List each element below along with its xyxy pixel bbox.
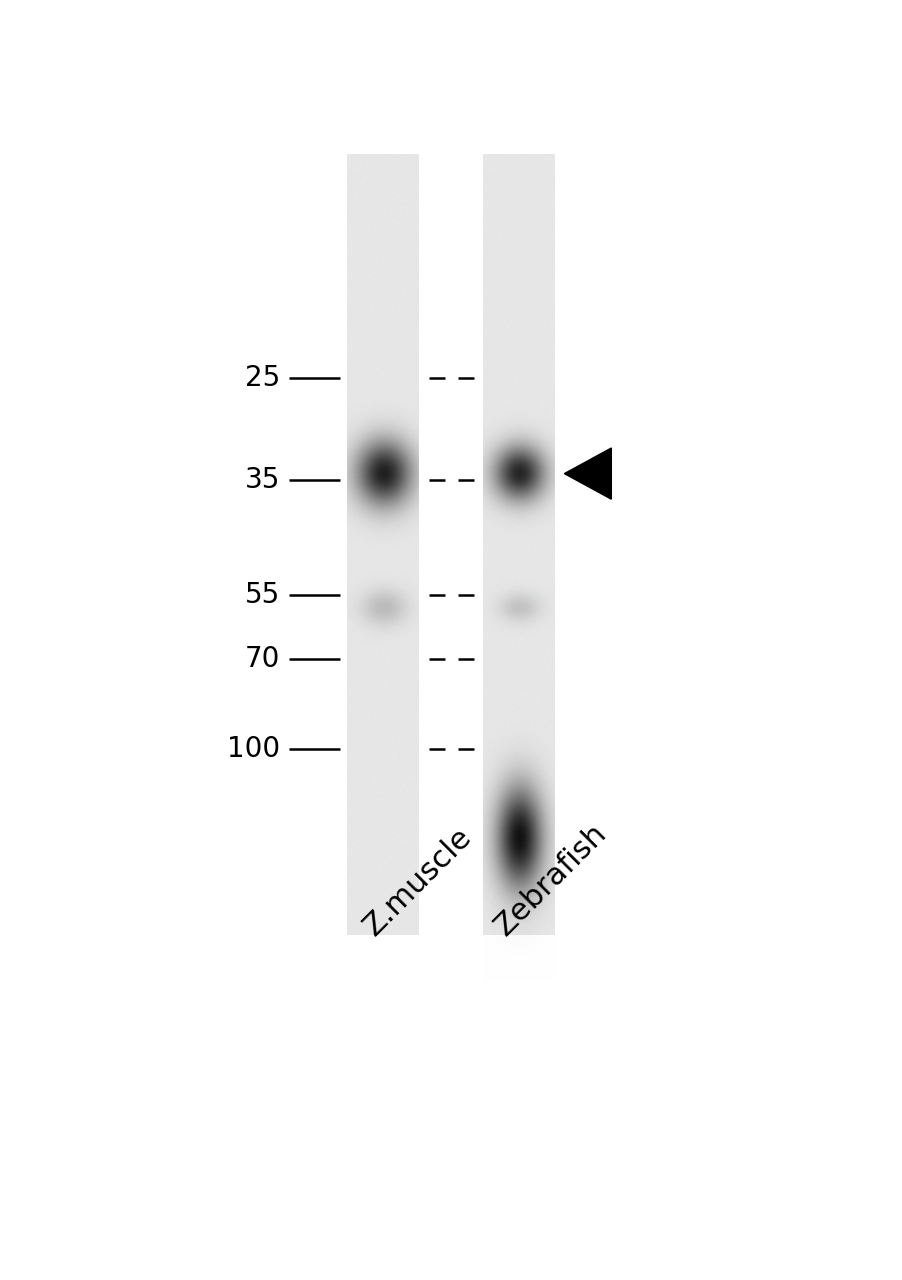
Text: 35: 35 — [244, 466, 280, 494]
Text: 55: 55 — [244, 581, 280, 609]
Text: 70: 70 — [244, 645, 280, 673]
Polygon shape — [564, 448, 611, 499]
Text: Z.muscle: Z.muscle — [358, 822, 477, 941]
Text: 100: 100 — [226, 735, 280, 763]
Text: Zebrafish: Zebrafish — [489, 818, 612, 941]
Text: 25: 25 — [244, 364, 280, 392]
